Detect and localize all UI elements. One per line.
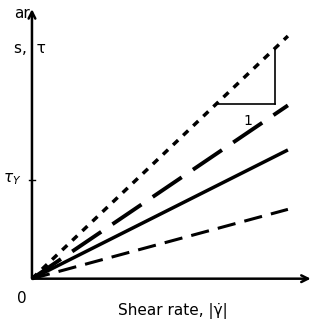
Text: 0: 0 [17,291,27,306]
Text: $\tau_Y$: $\tau_Y$ [3,172,22,188]
Text: 1: 1 [244,114,253,128]
Text: s,  τ: s, τ [14,41,46,56]
Text: ar: ar [14,6,30,21]
Text: Shear rate, |γ̇|: Shear rate, |γ̇| [118,303,228,319]
